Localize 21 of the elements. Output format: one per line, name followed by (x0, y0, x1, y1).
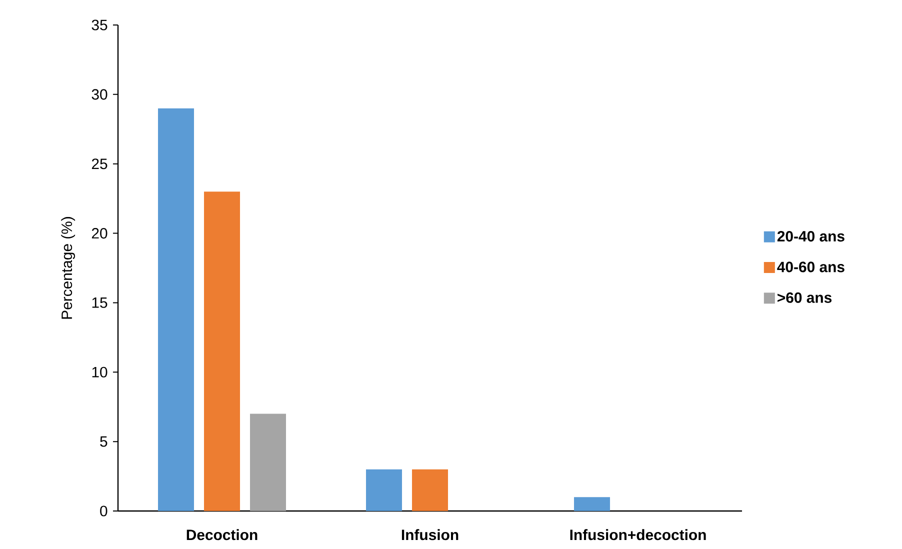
y-tick-label: 30 (92, 89, 108, 100)
x-tick-label: Infusion+decoction (570, 529, 706, 540)
bar (412, 469, 448, 511)
x-tick-label: Infusion (402, 529, 458, 540)
bar (204, 192, 240, 511)
y-tick-label: 5 (100, 436, 108, 447)
legend-label: 40-60 ans (777, 262, 844, 272)
y-axis-title: Percentage (%) (61, 217, 76, 319)
y-tick-label: 25 (92, 158, 108, 170)
bar (250, 414, 286, 511)
bar (366, 469, 402, 511)
legend-label: 20-40 ans (777, 230, 844, 242)
x-tick-label: Decoction (186, 529, 258, 540)
y-tick-label: 0 (100, 506, 108, 516)
legend-label: >60 ans (778, 292, 832, 303)
bar (574, 497, 610, 511)
y-tick-label: 35 (92, 20, 108, 30)
y-tick-label: 20 (92, 228, 108, 239)
y-tick-label: 10 (92, 366, 108, 378)
y-tick-label: 15 (92, 298, 108, 308)
bar (158, 108, 194, 511)
